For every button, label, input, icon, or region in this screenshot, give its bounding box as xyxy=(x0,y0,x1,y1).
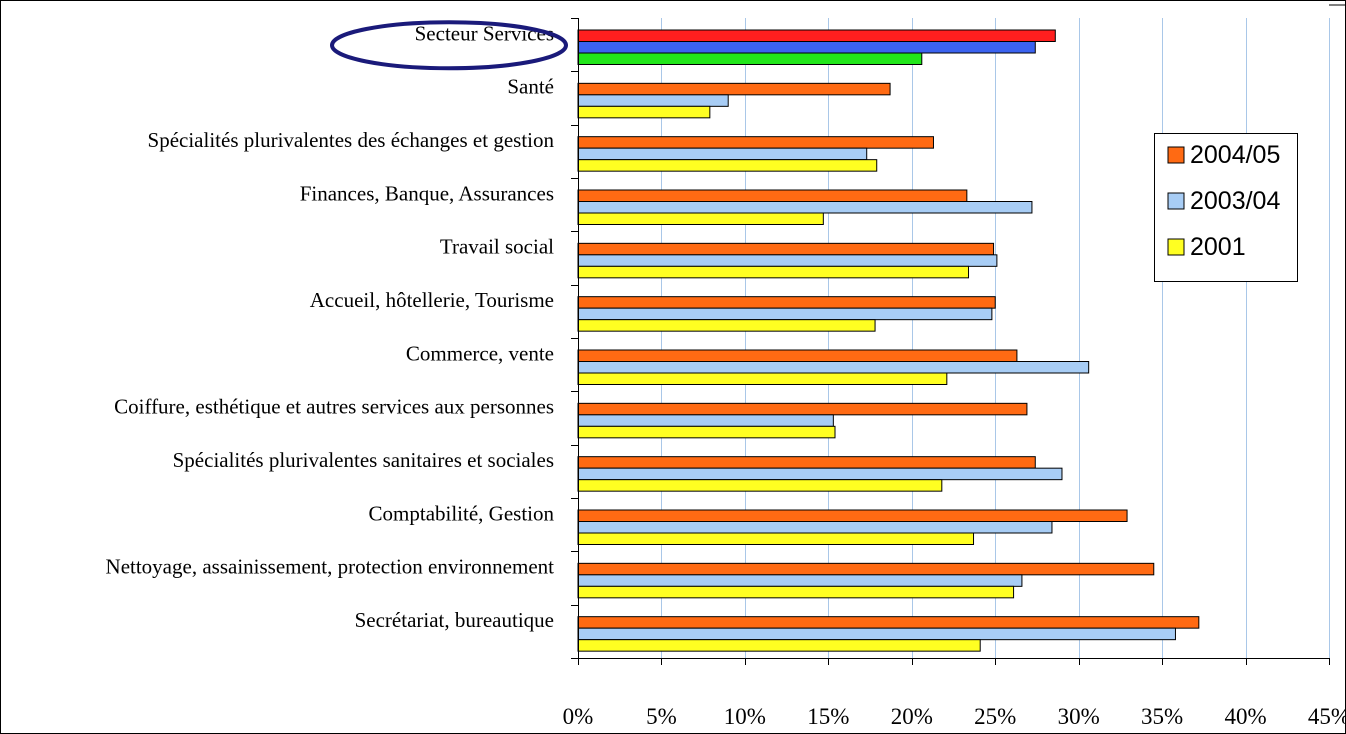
x-tick-label: 45% xyxy=(1308,704,1346,729)
legend-swatch xyxy=(1167,192,1185,210)
bar xyxy=(577,105,711,119)
x-tick-label: 30% xyxy=(1058,704,1100,729)
bar xyxy=(577,521,1053,534)
category-label: Travail social xyxy=(440,235,554,259)
bar xyxy=(577,639,981,652)
legend-swatch xyxy=(1167,238,1185,256)
legend: 2004/05 2003/04 2001 xyxy=(1154,133,1298,282)
bar xyxy=(577,562,1155,576)
bar xyxy=(577,242,995,256)
legend-label: 2003/04 xyxy=(1190,187,1280,215)
x-tick-labels: 0% 5% 10% 15% 20% 25% 30% 35% 40% 45% xyxy=(563,704,1346,729)
bar xyxy=(577,574,1023,587)
bar xyxy=(577,414,834,427)
category-label: Spécialités plurivalentes sanitaires et … xyxy=(173,448,554,472)
x-tick-label: 20% xyxy=(891,704,933,729)
x-tick-label: 0% xyxy=(563,704,594,729)
category-label: Coiffure, esthétique et autres services … xyxy=(114,395,554,419)
legend-label: 2004/05 xyxy=(1190,141,1280,169)
bar xyxy=(577,509,1128,522)
x-tick-label: 10% xyxy=(724,704,766,729)
bar xyxy=(577,532,975,545)
bar xyxy=(577,456,1036,469)
bar xyxy=(577,307,993,321)
plot-area xyxy=(578,18,1329,658)
bar xyxy=(577,254,998,267)
bar xyxy=(577,41,1036,54)
legend-label: 2001 xyxy=(1190,233,1246,261)
bar xyxy=(577,585,1015,599)
category-label: Commerce, vente xyxy=(406,341,554,365)
highlight-ellipse xyxy=(330,20,568,71)
bar xyxy=(577,402,1028,416)
bar xyxy=(577,372,948,385)
bar xyxy=(577,265,970,279)
bars xyxy=(577,29,1200,652)
bar xyxy=(577,349,1018,362)
bar xyxy=(577,201,1033,214)
category-label: Santé xyxy=(507,75,554,99)
x-tick-label: 15% xyxy=(807,704,849,729)
category-label: Spécialités plurivalentes des échanges e… xyxy=(148,128,555,152)
gridlines xyxy=(661,18,1330,658)
x-tick-label: 5% xyxy=(646,704,677,729)
bar xyxy=(577,467,1063,481)
legend-swatch xyxy=(1167,146,1185,164)
bar xyxy=(577,212,824,225)
x-tick-label: 25% xyxy=(974,704,1016,729)
bar xyxy=(577,296,996,309)
category-label: Accueil, hôtellerie, Tourisme xyxy=(310,288,554,312)
bar xyxy=(577,616,1200,629)
bar xyxy=(577,425,836,439)
bar xyxy=(577,136,934,149)
bar xyxy=(577,82,891,96)
bar xyxy=(577,29,1056,42)
category-label: Finances, Banque, Assurances xyxy=(300,181,554,205)
bar xyxy=(577,479,943,492)
bar xyxy=(577,319,876,332)
category-label: Secrétariat, bureautique xyxy=(355,608,554,632)
bar xyxy=(577,147,868,161)
bar xyxy=(577,361,1090,374)
category-label: Comptabilité, Gestion xyxy=(369,501,555,525)
bar xyxy=(577,189,968,202)
axes xyxy=(571,4,1346,665)
bar xyxy=(577,52,923,65)
category-label: Nettoyage, assainissement, protection en… xyxy=(106,555,555,579)
bar xyxy=(577,159,878,172)
bar xyxy=(577,627,1176,641)
bar xyxy=(577,94,729,107)
x-tick-label: 40% xyxy=(1224,704,1266,729)
x-tick-label: 35% xyxy=(1141,704,1183,729)
